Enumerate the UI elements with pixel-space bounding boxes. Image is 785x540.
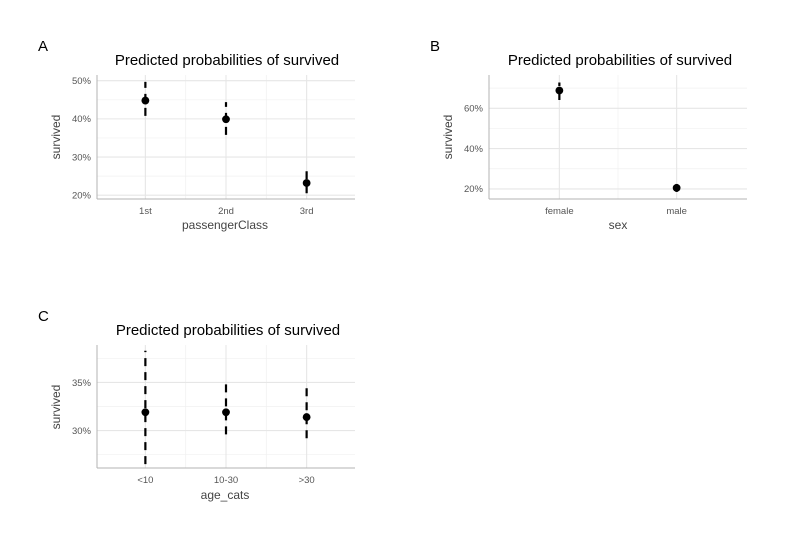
panel-b: B Predicted probabilities of survived 20…: [430, 38, 747, 232]
y-tick-label: 30%: [72, 152, 92, 163]
data-point: [141, 408, 150, 417]
panel-tag: C: [38, 308, 49, 325]
x-tick-label: 2nd: [218, 206, 234, 217]
y-axis-title: survived: [49, 385, 63, 430]
x-tick-label: male: [666, 206, 687, 217]
x-axis-title: age_cats: [201, 488, 250, 502]
y-axis-title: survived: [49, 115, 63, 160]
x-tick-label: >30: [299, 475, 315, 486]
data-point: [222, 115, 230, 124]
x-axis-title: sex: [609, 218, 628, 232]
y-tick-label: 30%: [72, 426, 92, 437]
panel-a: A Predicted probabilities of survived 20…: [38, 38, 355, 232]
x-tick-label: female: [545, 206, 574, 217]
y-tick-label: 60%: [464, 104, 484, 115]
y-tick-label: 20%: [72, 190, 92, 201]
panel-c: C Predicted probabilities of survived 30…: [38, 308, 355, 502]
data-point: [222, 408, 230, 417]
x-tick-label: 3rd: [300, 206, 314, 217]
y-tick-label: 40%: [72, 114, 92, 125]
y-tick-label: 35%: [72, 378, 92, 389]
y-axis-title: survived: [441, 115, 455, 160]
data-point: [302, 179, 311, 187]
x-tick-label: 1st: [139, 206, 152, 217]
panel-tag: A: [38, 38, 48, 55]
plot-title: Predicted probabilities of survived: [116, 322, 340, 339]
data-point: [555, 86, 564, 95]
data-point: [672, 184, 681, 192]
data-point: [302, 413, 311, 421]
x-tick-label: <10: [137, 475, 153, 486]
x-tick-label: 10-30: [214, 475, 238, 486]
y-tick-label: 40%: [464, 144, 484, 155]
data-point: [141, 96, 150, 105]
y-tick-label: 50%: [72, 76, 92, 87]
plot-title: Predicted probabilities of survived: [115, 52, 339, 69]
x-axis-title: passengerClass: [182, 218, 268, 232]
plot-title: Predicted probabilities of survived: [508, 52, 732, 69]
panel-tag: B: [430, 38, 440, 55]
y-tick-label: 20%: [464, 184, 484, 195]
